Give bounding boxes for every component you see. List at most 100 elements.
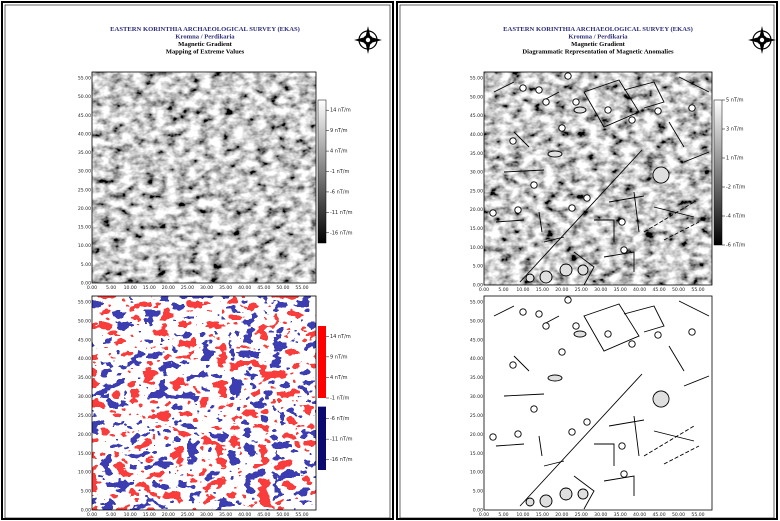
y-tick-label: 50.00 xyxy=(470,318,483,324)
x-tick-label: 25.00 xyxy=(181,512,194,518)
scale-label: 9 nT/m xyxy=(330,128,348,134)
x-tick-label: 45.00 xyxy=(257,285,270,291)
y-tick-label: 0.00 xyxy=(473,283,483,289)
x-tick-label: 10.00 xyxy=(124,512,137,518)
x-tick-label: 35.00 xyxy=(219,512,232,518)
x-tick-label: 30.00 xyxy=(594,287,607,293)
y-tick-label: 10.00 xyxy=(78,243,91,249)
x-tick-label: 40.00 xyxy=(633,287,646,293)
y-tick-label: 50.00 xyxy=(78,94,91,100)
color-scale xyxy=(318,100,326,243)
x-tick-label: 25.00 xyxy=(181,285,194,291)
x-tick-label: 30.00 xyxy=(200,285,213,291)
y-tick-label: 5.00 xyxy=(473,489,483,495)
y-tick-label: 20.00 xyxy=(78,206,91,212)
y-tick-label: 30.00 xyxy=(470,394,483,400)
survey-title: EASTERN KORINTHIA ARCHAEOLOGICAL SURVEY … xyxy=(503,26,693,33)
x-tick-label: 10.00 xyxy=(516,287,529,293)
y-tick-label: 30.00 xyxy=(78,394,91,400)
compass-icon xyxy=(354,26,382,54)
y-tick-label: 45.00 xyxy=(470,113,483,119)
y-tick-label: 25.00 xyxy=(78,413,91,419)
magnetic-map xyxy=(92,72,316,283)
x-tick-label: 30.00 xyxy=(594,512,607,518)
site-subtitle: Kromna / Perdikaria xyxy=(175,34,235,41)
y-tick-label: 35.00 xyxy=(78,150,91,156)
scale-label: -4 nT/m xyxy=(726,214,745,220)
y-tick-label: 20.00 xyxy=(470,207,483,213)
scale-label: -2 nT/m xyxy=(726,185,745,191)
method-heading: Magnetic Gradient xyxy=(178,41,232,48)
y-tick-label: 40.00 xyxy=(78,131,91,137)
y-tick-label: 15.00 xyxy=(78,225,91,231)
x-tick-label: 15.00 xyxy=(536,287,549,293)
y-tick-label: 5.00 xyxy=(81,262,91,268)
scale-label: 14 nT/m xyxy=(330,108,351,114)
y-tick-label: 5.00 xyxy=(473,264,483,270)
y-tick-label: 20.00 xyxy=(470,432,483,438)
y-tick-label: 55.00 xyxy=(470,76,483,82)
x-tick-label: 25.00 xyxy=(575,512,588,518)
scale-label: -6 nT/m xyxy=(330,416,349,422)
extreme-value-map xyxy=(92,296,316,510)
x-tick-label: 55.00 xyxy=(691,512,704,518)
x-tick-label: 40.00 xyxy=(633,512,646,518)
x-tick-label: 40.00 xyxy=(238,512,251,518)
scale-label: -16 nT/m xyxy=(330,457,353,463)
x-tick-label: 35.00 xyxy=(614,512,627,518)
y-tick-label: 25.00 xyxy=(470,188,483,194)
x-tick-label: 5.00 xyxy=(106,512,116,518)
y-tick-label: 25.00 xyxy=(470,413,483,419)
x-tick-label: 5.00 xyxy=(498,512,508,518)
y-tick-label: 40.00 xyxy=(470,356,483,362)
x-tick-label: 15.00 xyxy=(143,512,156,518)
x-tick-label: 10.00 xyxy=(124,285,137,291)
y-tick-label: 40.00 xyxy=(470,132,483,138)
x-tick-label: 50.00 xyxy=(672,512,685,518)
color-scale-low xyxy=(318,407,326,470)
color-scale-high xyxy=(318,326,326,398)
y-tick-label: 10.00 xyxy=(470,245,483,251)
x-tick-label: 5.00 xyxy=(498,287,508,293)
scale-label: 9 nT/m xyxy=(330,354,348,360)
x-tick-label: 55.00 xyxy=(295,285,308,291)
x-tick-label: 5.00 xyxy=(106,285,116,291)
x-tick-label: 55.00 xyxy=(691,287,704,293)
scale-label: 5 nT/m xyxy=(726,98,744,104)
y-tick-label: 15.00 xyxy=(470,226,483,232)
y-tick-label: 25.00 xyxy=(78,187,91,193)
scale-label: 4 nT/m xyxy=(330,149,348,155)
site-subtitle: Kromna / Perdikaria xyxy=(568,34,628,41)
y-tick-label: 10.00 xyxy=(470,470,483,476)
scale-label: -6 nT/m xyxy=(726,243,745,249)
x-tick-label: 20.00 xyxy=(555,512,568,518)
x-tick-label: 35.00 xyxy=(219,285,232,291)
poster-sheet: EASTERN KORINTHIA ARCHAEOLOGICAL SURVEY … xyxy=(0,0,780,521)
survey-title: EASTERN KORINTHIA ARCHAEOLOGICAL SURVEY … xyxy=(110,26,300,33)
y-tick-label: 55.00 xyxy=(78,76,91,82)
y-tick-label: 45.00 xyxy=(78,113,91,119)
method-heading: Magnetic Gradient xyxy=(571,41,625,48)
y-tick-label: 20.00 xyxy=(78,432,91,438)
color-scale-mid xyxy=(318,398,326,407)
y-tick-label: 35.00 xyxy=(78,375,91,381)
scale-label: -16 nT/m xyxy=(330,230,353,236)
map-caption: Mapping of Extreme Values xyxy=(166,49,245,56)
x-tick-label: 20.00 xyxy=(162,512,175,518)
x-tick-label: 50.00 xyxy=(672,287,685,293)
y-tick-label: 45.00 xyxy=(78,337,91,343)
y-tick-label: 30.00 xyxy=(78,169,91,175)
x-tick-label: 50.00 xyxy=(276,512,289,518)
y-tick-label: 0.00 xyxy=(473,508,483,514)
scale-label: -11 nT/m xyxy=(330,210,353,216)
map-caption: Diagrammatic Representation of Magnetic … xyxy=(522,49,674,56)
y-tick-label: 10.00 xyxy=(78,470,91,476)
y-tick-label: 0.00 xyxy=(81,508,91,514)
y-tick-label: 55.00 xyxy=(78,300,91,306)
compass-icon xyxy=(748,26,776,54)
scale-label: -1 nT/m xyxy=(330,396,349,402)
y-tick-label: 15.00 xyxy=(78,451,91,457)
scale-label: 4 nT/m xyxy=(330,375,348,381)
y-tick-label: 35.00 xyxy=(470,375,483,381)
y-tick-label: 40.00 xyxy=(78,356,91,362)
